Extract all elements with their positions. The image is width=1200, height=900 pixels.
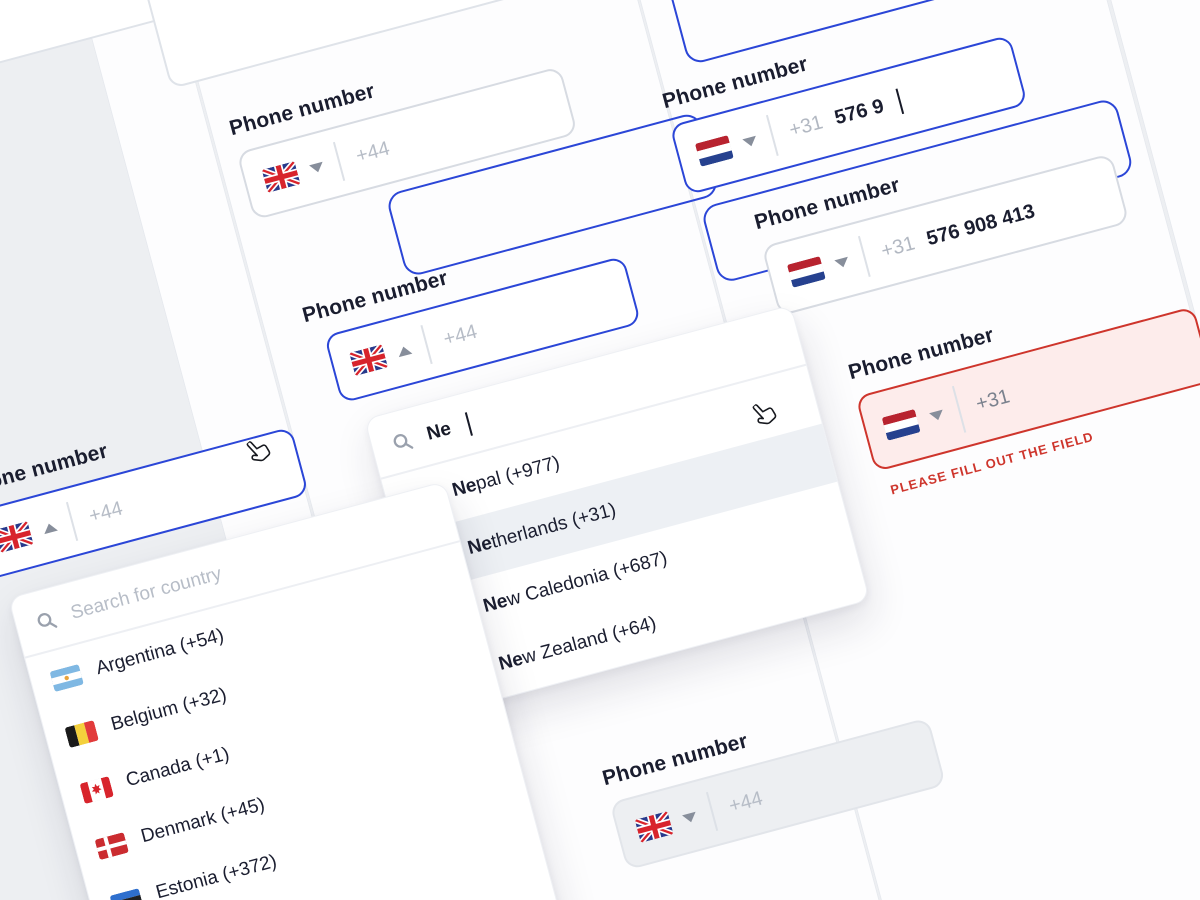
flag-netherlands-icon [695, 135, 734, 167]
dial-code: +31 [786, 110, 826, 141]
dial-code-placeholder[interactable]: +44 [86, 496, 125, 527]
country-selector-button [635, 804, 700, 843]
chevron-down-icon [834, 256, 851, 269]
country-selector-button[interactable] [882, 402, 947, 441]
country-selector-button[interactable] [262, 154, 327, 193]
flag-canada-icon [79, 776, 113, 804]
dial-code-placeholder[interactable]: +44 [440, 320, 480, 351]
flag-denmark-icon [94, 832, 128, 860]
country-selector-button[interactable] [0, 514, 60, 553]
flag-united-kingdom-icon [262, 161, 301, 193]
flag-netherlands-icon [787, 256, 826, 288]
country-option-label: Nepal (+977) [449, 452, 563, 502]
dial-code: +31 [878, 231, 918, 262]
flag-united-kingdom-icon [349, 344, 388, 376]
flag-belgium-icon [64, 720, 98, 748]
phone-value[interactable]: 576 9 [832, 94, 887, 129]
chevron-up-icon [41, 521, 58, 534]
country-option-label: Canada (+1) [123, 743, 232, 792]
flag-argentina-icon [49, 664, 83, 692]
phone-value[interactable]: 576 908 413 [924, 199, 1038, 250]
phone-value[interactable]: +31 [973, 384, 1012, 415]
dial-code-placeholder: +44 [726, 786, 765, 817]
chevron-down-icon [742, 135, 759, 148]
text-caret [465, 412, 474, 436]
divider [705, 791, 719, 832]
divider [857, 235, 871, 277]
country-selector-button[interactable] [695, 128, 760, 167]
flag-estonia-icon [109, 888, 143, 900]
divider [765, 114, 779, 156]
chevron-down-icon [308, 161, 325, 174]
search-icon [390, 429, 416, 455]
flag-united-kingdom-icon [0, 521, 34, 553]
dial-code-placeholder[interactable]: +44 [353, 136, 392, 167]
chevron-down-icon [928, 409, 945, 422]
search-icon [34, 608, 60, 634]
country-option-label: Estonia (+372) [153, 850, 280, 900]
divider [65, 501, 79, 542]
flag-united-k ingdom-icon [635, 811, 674, 843]
chevron-down-icon [681, 811, 698, 824]
text-caret [895, 88, 905, 115]
search-query: Ne [424, 418, 454, 445]
chevron-up-icon [396, 344, 413, 357]
divider [332, 141, 346, 182]
divider [951, 385, 967, 433]
divider [420, 325, 433, 365]
flag-netherlands-icon [882, 409, 921, 441]
country-selector-button[interactable] [349, 337, 414, 376]
country-selector-button[interactable] [787, 249, 852, 288]
